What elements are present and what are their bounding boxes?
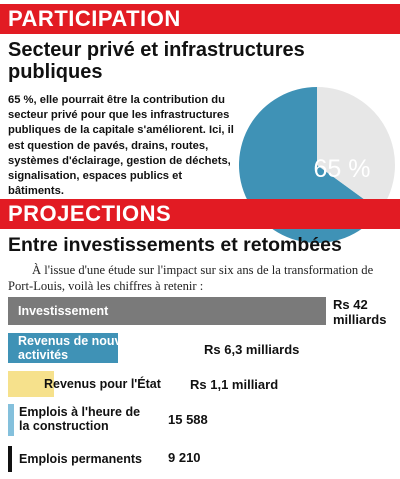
- section-body-text: 65 %, elle pourrait être la contribution…: [8, 94, 234, 198]
- bar-category-label: Investissement: [18, 304, 109, 318]
- bar: [8, 404, 14, 436]
- pie-slice: [317, 87, 395, 211]
- section-heading: Secteur privé et infrastructures publiqu…: [8, 39, 305, 83]
- bar: [8, 297, 326, 325]
- bar-value-label: Rs 42 milliards: [333, 297, 387, 327]
- pie-slice-label: 65 %: [314, 155, 371, 183]
- bar: [8, 371, 54, 397]
- section-band-participation: PARTICIPATION: [0, 4, 400, 34]
- bar-value-label: 9 210: [168, 450, 201, 465]
- bar-value-label: Rs 1,1 milliard: [190, 377, 279, 392]
- bar-value-label: 15 588: [168, 412, 208, 427]
- bar: [8, 446, 12, 472]
- bar-category-label: Revenus pour l'État: [44, 377, 161, 391]
- bar-value-label: Rs 6,3 milliards: [204, 342, 300, 357]
- bar-category-label: Revenus de nouvelles activités: [18, 334, 150, 362]
- section-heading: Entre investissements et retombées: [8, 234, 342, 256]
- bar: [8, 333, 118, 363]
- bar-category-label: Emplois à l'heure de la construction: [19, 405, 141, 433]
- bar-category-label: Emplois permanents: [19, 452, 142, 466]
- intro-text: À l'issue d'une étude sur l'impact sur s…: [8, 263, 374, 293]
- section-band-projections: PROJECTIONS: [0, 199, 400, 229]
